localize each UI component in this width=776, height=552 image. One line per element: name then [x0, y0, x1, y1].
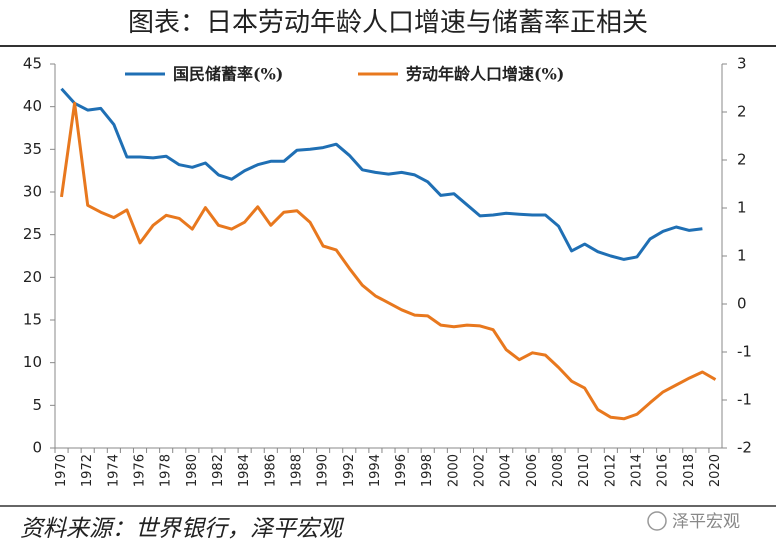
y2-tick-label: 2	[737, 103, 747, 121]
y-tick-label: 10	[23, 353, 42, 371]
x-tick-label: 2000	[446, 454, 461, 487]
x-tick-label: 1992	[342, 454, 357, 487]
series-line	[60, 87, 703, 261]
x-tick-label: 2018	[682, 454, 697, 487]
x-tick-label: 1990	[316, 454, 331, 487]
legend-label: 劳动年龄人口增速(%)	[406, 65, 564, 84]
x-tick-label: 1972	[80, 454, 95, 487]
watermark-icon	[647, 511, 667, 531]
watermark: 泽平宏观	[672, 512, 740, 532]
x-tick-label: 1974	[106, 454, 121, 487]
y-tick-label: 30	[23, 183, 42, 201]
x-tick-label: 2020	[708, 454, 723, 487]
x-tick-label: 1988	[289, 454, 304, 487]
x-tick-label: 1978	[159, 454, 174, 487]
y-tick-label: 5	[32, 396, 42, 414]
x-tick-label: 1986	[263, 454, 278, 487]
x-tick-label: 2002	[473, 454, 488, 487]
y-tick-label: 35	[23, 140, 42, 158]
legend-label: 国民储蓄率(%)	[173, 65, 283, 84]
y-tick-label: 45	[23, 55, 42, 73]
y-tick-label: 40	[23, 97, 42, 115]
x-tick-label: 1982	[211, 454, 226, 487]
y2-tick-label: 3	[737, 55, 747, 73]
x-tick-label: 2014	[629, 454, 644, 487]
x-tick-label: 2016	[656, 454, 671, 487]
y-tick-label: 0	[32, 439, 42, 457]
x-tick-label: 1994	[368, 454, 383, 487]
y-tick-label: 15	[23, 311, 42, 329]
x-tick-label: 2010	[577, 454, 592, 487]
y-tick-label: 20	[23, 268, 42, 286]
x-tick-label: 1984	[237, 454, 252, 487]
y2-tick-label: -2	[737, 439, 752, 457]
chart-title: 图表：日本劳动年龄人口增速与储蓄率正相关	[128, 8, 648, 38]
x-tick-label: 1980	[185, 454, 200, 487]
y-tick-label: 25	[23, 225, 42, 243]
y2-tick-label: 1	[737, 199, 747, 217]
y2-tick-label: -1	[737, 391, 752, 409]
y2-tick-label: -1	[737, 343, 752, 361]
source-note: 资料来源：世界银行，泽平宏观	[20, 516, 345, 542]
y2-tick-label: 0	[737, 295, 747, 313]
x-tick-label: 2004	[499, 454, 514, 487]
x-tick-label: 1970	[54, 454, 69, 487]
x-tick-label: 1996	[394, 454, 409, 487]
x-tick-label: 2008	[551, 454, 566, 487]
x-tick-label: 2012	[603, 454, 618, 487]
x-tick-label: 2006	[525, 454, 540, 487]
series-line	[60, 101, 717, 421]
x-tick-label: 1976	[133, 454, 148, 487]
y2-tick-label: 2	[737, 151, 747, 169]
y2-tick-label: 1	[737, 247, 747, 265]
x-tick-label: 1998	[420, 454, 435, 487]
